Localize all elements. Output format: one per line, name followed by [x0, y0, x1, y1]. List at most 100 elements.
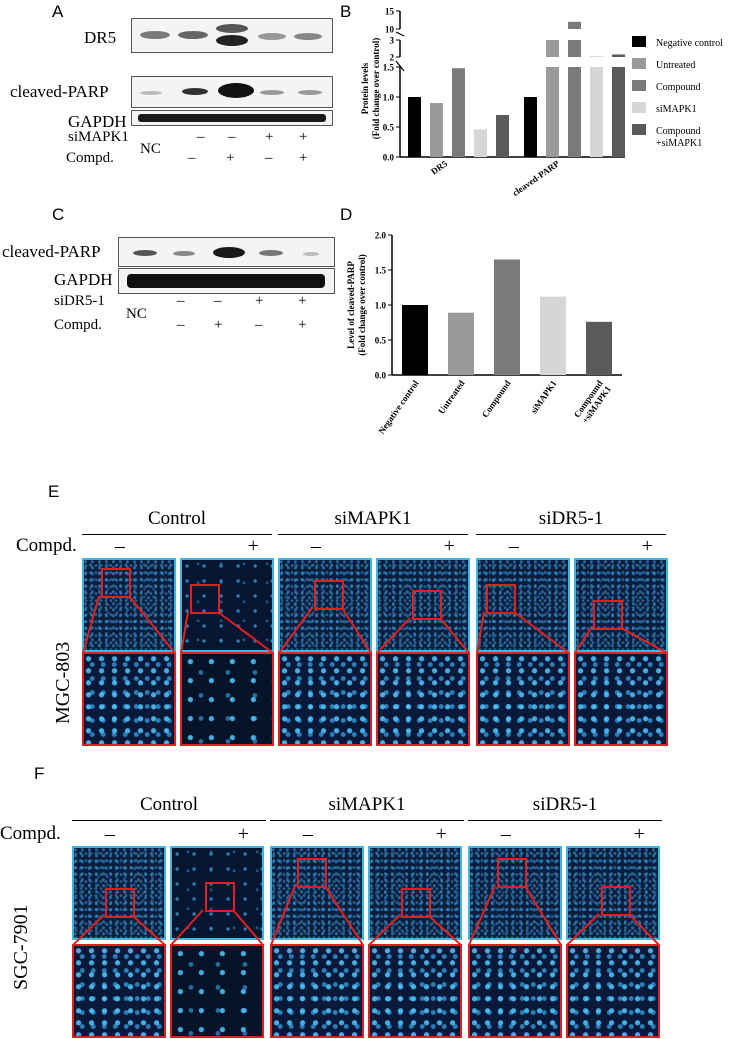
bar	[524, 97, 537, 157]
group-underline	[270, 820, 464, 821]
fluorescence-image	[270, 846, 364, 940]
compd-sign: +	[299, 150, 308, 166]
x-tick-label-line: Compound	[480, 378, 513, 419]
panel-label-a: A	[52, 2, 64, 21]
panel-label-b: B	[340, 2, 352, 21]
legend-entry: siMAPK1	[656, 104, 697, 115]
zoom-region-box	[297, 858, 327, 888]
y-tick-label: 0.5	[375, 336, 387, 346]
blot-dr5	[131, 18, 333, 53]
zoom-region-box	[412, 590, 442, 620]
bar	[448, 312, 474, 375]
zoom-region-box	[601, 886, 631, 916]
y-tick-label: 1.5	[383, 63, 395, 73]
legend-entry-line: Untreated	[656, 60, 695, 71]
bar-upper-segment	[568, 21, 581, 29]
blot-cleaved-parp	[131, 76, 333, 108]
bar-upper-segment	[590, 56, 603, 57]
zoomed-fluorescence-image	[376, 652, 470, 746]
x-tick-label-line: Untreated	[436, 378, 466, 416]
legend-swatch	[632, 124, 646, 135]
zoomed-fluorescence-image	[368, 944, 462, 1038]
y-tick-label: 3	[390, 36, 395, 46]
zoom-region-box	[314, 580, 344, 610]
y-axis-label: Level of cleaved-PARP(Fold change over c…	[346, 254, 367, 355]
y-axis-label: Protein levels(Fold change over control)	[360, 38, 381, 139]
fluorescence-image	[368, 846, 462, 940]
compd-sign: +	[214, 317, 223, 333]
panel-label-c: C	[52, 205, 65, 224]
y-tick-label: 0.0	[375, 371, 387, 381]
y-tick-label: 2	[390, 53, 395, 63]
legend-entry-line: +siMAPK1	[656, 138, 702, 149]
treatment-sign: –	[508, 535, 519, 557]
cell-line-label: MGC-803	[52, 641, 74, 724]
fluorescence-image	[376, 558, 470, 652]
group-underline	[278, 534, 468, 535]
compd-sign: –	[255, 317, 263, 333]
x-tick-label: Untreated	[436, 378, 466, 416]
panel-e-images: Control siMAPK1 siDR5-1 Compd. – + – + – + MGC-803	[0, 500, 738, 750]
treatment-sign: –	[500, 823, 511, 845]
y-tick-label: 1.5	[375, 266, 387, 276]
zoom-region-box	[593, 600, 623, 630]
zoom-region-box	[205, 882, 235, 912]
compd-sign: –	[177, 317, 185, 333]
group-underline	[82, 534, 272, 535]
blot-gapdh-a	[131, 110, 333, 126]
blot-gapdh-c	[118, 268, 335, 294]
zoom-region-box	[486, 584, 516, 614]
legend-entry: Compound +siMAPK1	[656, 126, 702, 149]
blot-cleaved-parp-c	[118, 237, 335, 267]
compd-sign: –	[265, 150, 273, 166]
zoomed-fluorescence-image	[170, 944, 264, 1038]
bar	[430, 103, 443, 157]
bar-upper-segment	[568, 40, 581, 57]
blot-label-gapdh: GAPDH	[54, 270, 113, 289]
fluorescence-image	[566, 846, 660, 940]
x-tick-label: Compound	[480, 378, 513, 419]
y-axis-label-line: (Fold change over control)	[371, 38, 381, 139]
legend-entry-line: Negative control	[656, 38, 723, 49]
group-header: siDR5-1	[538, 508, 604, 529]
compd-label: Compd.	[0, 823, 61, 844]
zoomed-fluorescence-image	[574, 652, 668, 746]
zoomed-fluorescence-image	[180, 652, 274, 746]
compd-sign: –	[188, 150, 196, 166]
zoomed-fluorescence-image	[278, 652, 372, 746]
legend-entry: Negative control	[656, 38, 723, 49]
fluorescence-image	[278, 558, 372, 652]
x-tick-label: DR5	[429, 158, 449, 177]
legend-entry-line: siMAPK1	[656, 104, 697, 115]
panel-label-e: E	[48, 482, 60, 501]
x-tick-label-line: siMAPK1	[529, 378, 559, 415]
treatment-sign: +	[435, 823, 447, 845]
treatment-sign: +	[237, 823, 249, 845]
legend-entry: Compound	[656, 82, 700, 93]
bar-upper-segment	[546, 40, 559, 57]
sirna-sign: +	[265, 129, 274, 145]
treatment-sign: +	[443, 535, 455, 557]
legend-entry: Untreated	[656, 60, 695, 71]
zoomed-fluorescence-image	[82, 652, 176, 746]
zoom-region-box	[101, 568, 131, 598]
fluorescence-image	[476, 558, 570, 652]
y-axis-label-line: (Fold change over control)	[357, 254, 367, 355]
blot-label-cleaved-parp: cleaved-PARP	[2, 242, 101, 261]
legend-entry-line: Compound	[656, 126, 700, 137]
bar	[402, 305, 428, 375]
bar	[474, 129, 487, 157]
x-tick-label-line: Negative control	[376, 378, 421, 436]
fluorescence-image	[180, 558, 274, 652]
group-underline	[468, 820, 662, 821]
group-underline	[476, 534, 666, 535]
bar	[494, 259, 520, 375]
nc-label-a: NC	[140, 141, 161, 157]
y-axis-label-line: Protein levels	[360, 62, 370, 114]
blot-label-cleaved-parp: cleaved-PARP	[10, 82, 109, 101]
treatment-sign: +	[641, 535, 653, 557]
sirna-sign: –	[228, 129, 236, 145]
y-tick-label: 1.0	[383, 93, 395, 103]
panel-label-d: D	[340, 205, 353, 224]
treatment-sign: –	[114, 535, 125, 557]
